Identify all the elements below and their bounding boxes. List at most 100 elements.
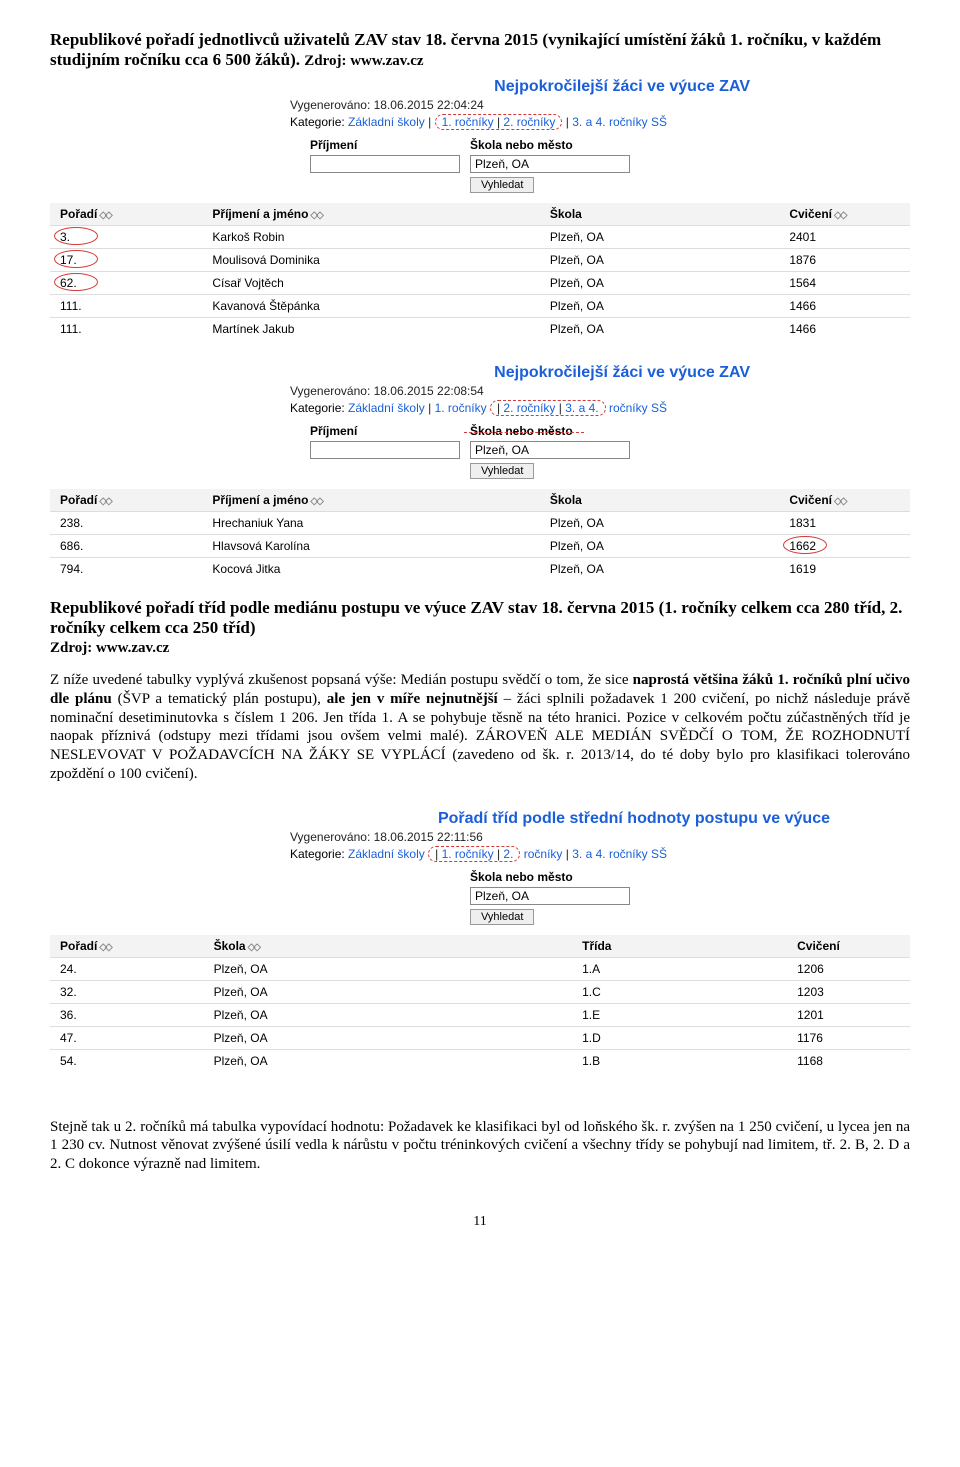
cell-skola: Plzeň, OA	[540, 295, 779, 318]
table-row: 3.Karkoš RobinPlzeň, OA2401	[50, 226, 910, 249]
th-poradi[interactable]: Pořadí◇◇	[50, 489, 202, 512]
cat-link-1[interactable]: 1. ročníky	[442, 847, 494, 861]
cat-link-2[interactable]: 2. ročníky	[503, 115, 555, 129]
table-row: 47.Plzeň, OA1.D1176	[50, 1026, 910, 1049]
cat-link-3[interactable]: 3. a 4. ročníky SŠ	[572, 115, 667, 129]
panel-3: Pořadí tříd podle střední hodnoty postup…	[50, 804, 910, 1072]
cat-sep: |	[428, 115, 431, 129]
th-cvic[interactable]: Cvičení◇◇	[779, 203, 910, 226]
search-button[interactable]: Vyhledat	[470, 909, 534, 925]
cell-jmeno: Hlavsová Karolína	[202, 535, 539, 558]
cell-skola: Plzeň, OA	[204, 1026, 573, 1049]
table-row: 32.Plzeň, OA1.C1203	[50, 980, 910, 1003]
table-row: 111.Martínek JakubPlzeň, OA1466	[50, 318, 910, 341]
panel1-generated: Vygenerováno: 18.06.2015 22:04:24	[50, 98, 910, 112]
search-button[interactable]: Vyhledat	[470, 463, 534, 479]
heading-1: Republikové pořadí jednotlivců uživatelů…	[50, 30, 910, 70]
panel3-form-inputs	[50, 887, 910, 905]
th-poradi[interactable]: Pořadí◇◇	[50, 935, 204, 958]
cell-skola: Plzeň, OA	[540, 226, 779, 249]
th-skola[interactable]: Škola◇◇	[204, 935, 573, 958]
cell-skola: Plzeň, OA	[540, 318, 779, 341]
input-school[interactable]	[470, 887, 630, 905]
th-cvic-text: Cvičení	[797, 939, 840, 953]
cell-poradi: 111.	[50, 318, 202, 341]
panel2-title: Nejpokročilejší žáci ve výuce ZAV	[50, 358, 910, 384]
cell-trida: 1.B	[572, 1049, 787, 1072]
sort-icon: ◇◇	[246, 942, 259, 953]
sort-icon: ◇◇	[308, 210, 321, 221]
input-school[interactable]	[470, 441, 630, 459]
heading-2-src: Zdroj: www.zav.cz	[50, 640, 910, 657]
panel3-form-labels: Škola nebo město	[50, 870, 910, 884]
cell-cvic: 1466	[779, 318, 910, 341]
th-skola-text: Škola	[550, 493, 582, 507]
cat-link-0[interactable]: Základní školy	[348, 847, 425, 861]
cell-poradi: 238.	[50, 512, 202, 535]
body-paragraph-3: Stejně tak u 2. ročníků má tabulka vypov…	[50, 1118, 910, 1174]
cell-poradi: 686.	[50, 535, 202, 558]
cell-jmeno: Kocová Jitka	[202, 558, 539, 581]
cell-skola: Plzeň, OA	[204, 1003, 573, 1026]
panel3-btn-row: Vyhledat	[50, 908, 910, 925]
cell-cvic: 1466	[779, 295, 910, 318]
th-jmeno[interactable]: Příjmení a jméno◇◇	[202, 203, 539, 226]
input-surname[interactable]	[310, 441, 460, 459]
cat-label: Kategorie:	[290, 401, 348, 415]
cat-link-2-rest[interactable]: ročníky	[520, 847, 562, 861]
panel1-form-labels: Příjmení Škola nebo město	[50, 138, 910, 152]
cell-skola: Plzeň, OA	[204, 957, 573, 980]
cell-trida: 1.A	[572, 957, 787, 980]
cat-link-0[interactable]: Základní školy	[348, 115, 425, 129]
cat-link-0[interactable]: Základní školy	[348, 401, 425, 415]
cell-skola: Plzeň, OA	[540, 249, 779, 272]
th-poradi[interactable]: Pořadí◇◇	[50, 203, 202, 226]
cell-jmeno: Císař Vojtěch	[202, 272, 539, 295]
cell-poradi-text: 3.	[60, 230, 70, 244]
label-school: Škola nebo město	[470, 138, 630, 152]
cat-link-1[interactable]: 1. ročníky	[435, 401, 487, 415]
table-header-row: Pořadí◇◇ Příjmení a jméno◇◇ Škola Cvičen…	[50, 489, 910, 512]
th-jmeno[interactable]: Příjmení a jméno◇◇	[202, 489, 539, 512]
panel1-categories: Kategorie: Základní školy | 1. ročníky |…	[50, 114, 910, 130]
cat-link-2-part[interactable]: 2.	[503, 847, 513, 861]
search-button[interactable]: Vyhledat	[470, 177, 534, 193]
cell-skola: Plzeň, OA	[204, 980, 573, 1003]
panel2-table: Pořadí◇◇ Příjmení a jméno◇◇ Škola Cvičen…	[50, 489, 910, 580]
cell-cvic: 1206	[787, 957, 910, 980]
cell-cvic: 1831	[779, 512, 910, 535]
th-cvic[interactable]: Cvičení◇◇	[779, 489, 910, 512]
cat-link-2[interactable]: 2. ročníky	[503, 401, 555, 415]
cat-link-1[interactable]: 1. ročníky	[442, 115, 494, 129]
cell-cvic: 1564	[779, 272, 910, 295]
cell-skola: Plzeň, OA	[204, 1049, 573, 1072]
sort-icon: ◇◇	[832, 210, 845, 221]
cat-label: Kategorie:	[290, 115, 348, 129]
cat-dotted-wrap: 1. ročníky | 2. ročníky	[435, 114, 563, 130]
cell-cvic: 2401	[779, 226, 910, 249]
table-header-row: Pořadí◇◇ Příjmení a jméno◇◇ Škola Cvičen…	[50, 203, 910, 226]
th-jmeno-text: Příjmení a jméno	[212, 207, 308, 221]
panel3-generated-label: Vygenerováno:	[290, 830, 374, 844]
sort-icon: ◇◇	[97, 942, 110, 953]
input-surname[interactable]	[310, 155, 460, 173]
cell-trida: 1.D	[572, 1026, 787, 1049]
cat-link-3[interactable]: 3. a 4. ročníky SŠ	[572, 847, 667, 861]
label-school-text: Škola nebo město	[470, 424, 573, 438]
panel3-table: Pořadí◇◇ Škola◇◇ Třída Cvičení 24.Plzeň,…	[50, 935, 910, 1072]
panel3-title: Pořadí tříd podle střední hodnoty postup…	[50, 804, 910, 830]
cell-skola: Plzeň, OA	[540, 535, 779, 558]
cell-jmeno: Hrechaniuk Yana	[202, 512, 539, 535]
th-poradi-text: Pořadí	[60, 493, 97, 507]
cat-link-3-part[interactable]: 3. a 4.	[565, 401, 598, 415]
th-poradi-text: Pořadí	[60, 939, 97, 953]
th-poradi-text: Pořadí	[60, 207, 97, 221]
cat-link-3-rest[interactable]: ročníky SŠ	[606, 401, 667, 415]
panel1-btn-row: Vyhledat	[50, 176, 910, 193]
cell-cvic: 1619	[779, 558, 910, 581]
label-surname: Příjmení	[310, 424, 470, 438]
panel1-generated-value: 18.06.2015 22:04:24	[374, 98, 484, 112]
panel2-btn-row: Vyhledat	[50, 462, 910, 479]
cell-poradi: 54.	[50, 1049, 204, 1072]
input-school[interactable]	[470, 155, 630, 173]
